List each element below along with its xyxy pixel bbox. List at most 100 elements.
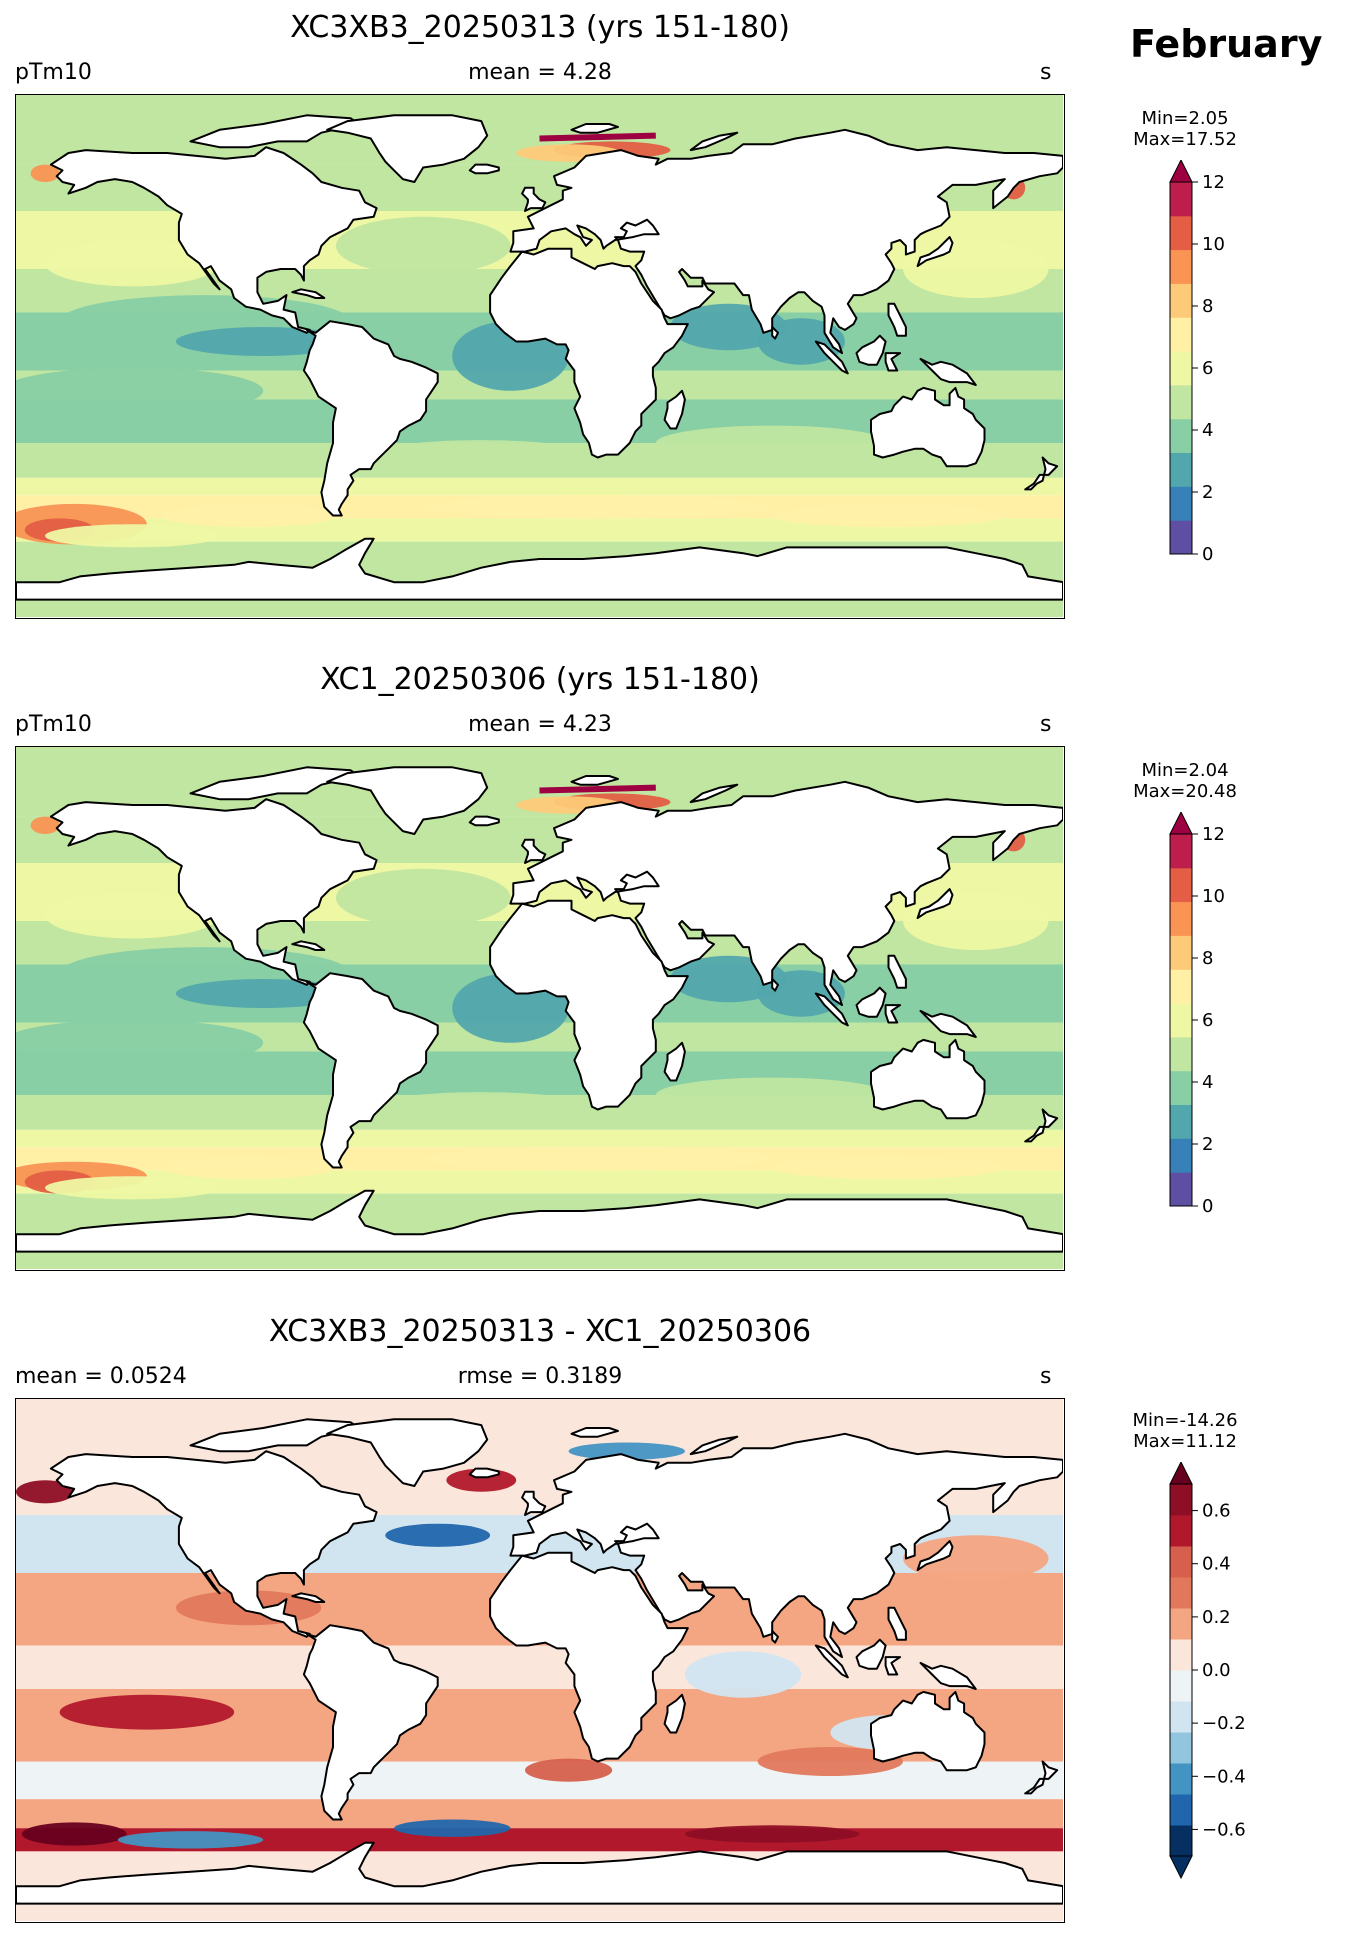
panel-2-title: XC1_20250306 (yrs 151-180)	[320, 662, 760, 697]
colorbar-segment	[1170, 1763, 1192, 1795]
field-patch	[655, 425, 889, 461]
colorbar-segment	[1170, 1639, 1192, 1671]
colorbar-segment	[1170, 1515, 1192, 1547]
colorbar-segment	[1170, 283, 1192, 318]
field-patch	[161, 503, 336, 528]
land-sulawesi	[884, 1656, 902, 1676]
colorbar-segment	[1170, 867, 1192, 903]
ice-edge-high	[539, 784, 656, 794]
colorbar-segment	[1170, 1003, 1192, 1038]
field-patch	[903, 1535, 1049, 1582]
field-patch	[335, 216, 511, 275]
land-north-america	[49, 798, 378, 986]
colorbar-segment	[1170, 1732, 1192, 1764]
field-patch	[385, 1523, 491, 1547]
land-borneo	[855, 334, 887, 366]
land-novaya-zemlya	[689, 1435, 739, 1456]
field-patch	[16, 367, 264, 414]
panel-1-max: Max=17.52	[1133, 129, 1237, 150]
land-north-america	[49, 146, 378, 334]
land-novaya-zemlya	[689, 783, 739, 804]
colorbar-segment	[1170, 1546, 1192, 1578]
field-patch	[45, 240, 220, 287]
colorbar-tick-label: 2	[1202, 482, 1213, 503]
field-patch	[772, 1155, 1005, 1180]
panel-1-min: Min=2.05	[1141, 108, 1229, 129]
land-australia	[870, 1038, 986, 1120]
field-patch	[45, 1176, 220, 1200]
land-new-guinea	[919, 1009, 977, 1038]
panel-3-title: XC3XB3_20250313 - XC1_20250306	[268, 1314, 812, 1349]
colorbar-segment	[1170, 1036, 1192, 1072]
panel-1-variable: pTm10	[15, 60, 92, 85]
colorbar-segment	[1170, 418, 1192, 453]
field-patch	[16, 1480, 75, 1504]
panel-1-mean: mean = 4.28	[468, 60, 612, 85]
land-sri-lanka	[771, 1630, 779, 1644]
land-iceland	[468, 815, 500, 827]
land-cuba	[291, 940, 326, 951]
land-japan	[916, 236, 954, 268]
colorbar-segment	[1170, 1608, 1192, 1640]
colorbar-tick-label: 0	[1202, 544, 1213, 565]
field-patch	[16, 1526, 133, 1562]
land-new-guinea	[919, 357, 977, 386]
land-borneo	[855, 986, 887, 1018]
ice-edge-high	[539, 132, 656, 142]
field-patch	[684, 1651, 802, 1698]
field-patch	[423, 1147, 773, 1171]
colorbar-extend-min	[1169, 1855, 1193, 1880]
land-svalbard	[570, 775, 619, 786]
land-australia	[870, 1690, 986, 1772]
land-antarctica	[16, 1189, 1063, 1253]
land-great-britain	[521, 1490, 547, 1516]
land-north-america	[49, 1450, 378, 1638]
land-great-britain	[521, 838, 547, 864]
land-new-zealand	[1024, 1760, 1059, 1795]
land-antarctica	[16, 1841, 1063, 1905]
field-patch	[757, 1747, 903, 1776]
colorbar-tick-label: 12	[1202, 172, 1225, 193]
field-patch	[30, 164, 60, 182]
land-philippines	[887, 302, 907, 337]
colorbar-tick-label: 8	[1202, 296, 1213, 317]
colorbar-tick-label: 2	[1202, 1134, 1213, 1155]
field-patch	[525, 1758, 613, 1782]
panel-3-rmse: rmse = 0.3189	[457, 1364, 623, 1389]
panel-2-colorbar: 0 2 4 6 8 10 12	[1169, 812, 1225, 1217]
panel-1-minmax: Min=2.05 Max=17.52	[1100, 108, 1270, 150]
land-philippines	[887, 1606, 907, 1641]
field-patch	[946, 1831, 1063, 1849]
colorbar-segment	[1170, 901, 1192, 936]
land-sulawesi	[884, 352, 902, 372]
field-patch	[394, 1819, 511, 1837]
ocean-band	[16, 477, 1063, 496]
land-greenland	[326, 1418, 489, 1487]
land-africa	[489, 247, 689, 459]
field-patch	[45, 524, 220, 548]
land-greenland	[326, 114, 489, 183]
field-patch	[21, 1822, 127, 1846]
land-svalbard	[570, 1427, 619, 1438]
colorbar-tick-label: 0	[1202, 1196, 1213, 1217]
land-sumatra	[814, 1644, 849, 1679]
field-patch	[365, 1092, 598, 1127]
colorbar-tick-label: 0.4	[1202, 1554, 1231, 1575]
field-patch	[568, 1442, 685, 1460]
land-cuba	[291, 1592, 326, 1603]
panel-1-map	[15, 94, 1065, 619]
colorbar-extend-max	[1169, 160, 1193, 183]
land-cuba	[291, 288, 326, 299]
colorbar-extend-max	[1169, 812, 1193, 835]
land-south-america	[302, 972, 439, 1169]
colorbar-segment	[1170, 1701, 1192, 1733]
field-patch	[335, 868, 511, 927]
field-patch	[423, 495, 773, 519]
colorbar-tick-label: 12	[1202, 824, 1225, 845]
colorbar-segment	[1170, 182, 1192, 217]
land-madagascar	[663, 1041, 686, 1082]
colorbar-segment	[1170, 486, 1192, 521]
colorbar-extend-max	[1169, 1462, 1193, 1485]
colorbar-tick-label: 6	[1202, 1010, 1213, 1031]
colorbar-segment	[1170, 1484, 1192, 1516]
